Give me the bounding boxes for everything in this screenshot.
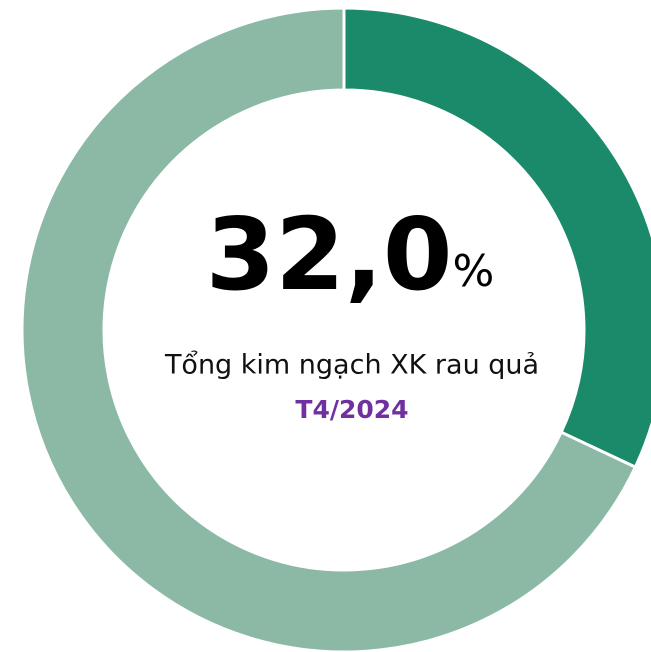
- period-label: T4/2024: [295, 395, 408, 424]
- center-value-label: 32,0%: [206, 196, 495, 313]
- donut-slice: [20, 6, 638, 652]
- donut-slice: [342, 6, 651, 470]
- donut: [20, 6, 651, 652]
- subtitle: Tổng kim ngạch XK rau quả: [164, 350, 539, 381]
